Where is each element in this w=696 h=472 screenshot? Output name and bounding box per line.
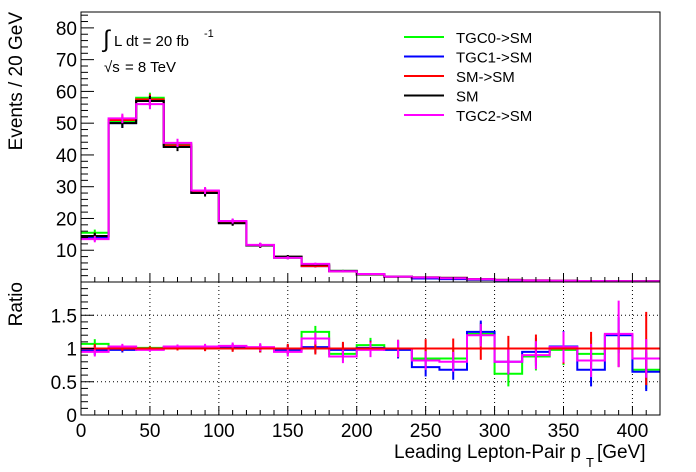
x-axis-title-unit: [GeV] [597,442,646,463]
main-y-tick-label: 30 [56,178,77,199]
ratio-x-tick-label: 400 [617,421,649,442]
energy-sqrt: √s [104,59,120,76]
ratio-y-tick-label: 1 [66,340,77,361]
ratio-x-tick-label: 150 [272,421,304,442]
main-series-tgc1-sm [81,95,660,283]
ratio-ticks: 0 0.5 1 1.5 0 50 100 150 200 250 300 350 400 [51,288,661,442]
main-y-tick-label: 20 [56,209,77,230]
legend-item: SM->SM [404,69,515,86]
x-axis-title-subscript: T [586,455,594,470]
legend: TGC0->SM TGC1->SM SM->SM SM TGC2->SM [404,30,532,125]
lumi-superscript: -1 [204,28,214,40]
ratio-x-tick-label: 300 [479,421,511,442]
main-series-layer [81,92,660,283]
legend-item: TGC2->SM [404,108,532,125]
main-series-sm [81,95,660,283]
main-series-tgc2-sm [81,99,660,283]
ratio-y-tick-label: 0 [66,406,77,427]
main-series-sm-sm [81,94,660,283]
main-y-tick-label: 70 [56,51,77,72]
legend-label: TGC1->SM [456,50,532,67]
legend-item: SM [404,89,479,106]
main-y-ticks: 10 20 30 40 50 60 70 80 [56,14,661,282]
ratio-y-tick-label: 1.5 [51,306,77,327]
main-step-line [81,99,660,283]
main-y-tick-label: 80 [56,19,77,40]
ratio-x-tick-label: 100 [203,421,235,442]
ratio-y-tick-label: 0.5 [51,373,77,394]
lumi-integral-symbol: ∫ [101,26,111,53]
ratio-ylabel: Ratio [6,282,27,326]
x-axis-title-main: Leading Lepton-Pair p [394,442,581,463]
ratio-x-tick-label: 200 [341,421,373,442]
ratio-series-tgc2-sm [81,300,660,378]
main-step-line [81,103,660,283]
energy-text: = 8 TeV [125,59,176,76]
x-axis-title: Leading Lepton-Pair p T [GeV] [394,442,646,470]
lumi-text: L dt = 20 fb [114,33,189,50]
main-step-line [81,98,660,283]
main-step-line [81,99,660,283]
ratio-panel: Ratio 0 0.5 1 1.5 0 50 100 150 200 250 300 350 400 L… [6,281,661,470]
main-y-tick-label: 50 [56,114,77,135]
legend-label: SM->SM [456,69,515,86]
ratio-plot-frame [80,281,661,416]
main-y-tick-label: 40 [56,146,77,167]
main-step-line [81,96,660,283]
luminosity-annotation: ∫ L dt = 20 fb -1 [101,26,214,53]
main-y-tick-label: 60 [56,82,77,103]
main-series-tgc0-sm [81,92,660,283]
main-ylabel: Events / 20 GeV [6,12,27,151]
main-panel: Events / 20 GeV 10 20 30 40 50 60 70 80 ∫ L dt … [6,11,661,283]
ratio-x-tick-label: 0 [76,421,87,442]
legend-label: SM [456,89,479,106]
legend-label: TGC2->SM [456,108,532,125]
ratio-x-tick-label: 250 [410,421,442,442]
legend-item: TGC1->SM [404,50,532,67]
ratio-x-tick-label: 350 [548,421,580,442]
legend-label: TGC0->SM [456,30,532,47]
legend-item: TGC0->SM [404,30,532,47]
ratio-series-layer [81,300,660,392]
main-y-tick-label: 10 [56,241,77,262]
ratio-x-tick-label: 50 [139,421,160,442]
energy-annotation: √s = 8 TeV [104,59,176,76]
ratio-step-line [81,332,660,363]
